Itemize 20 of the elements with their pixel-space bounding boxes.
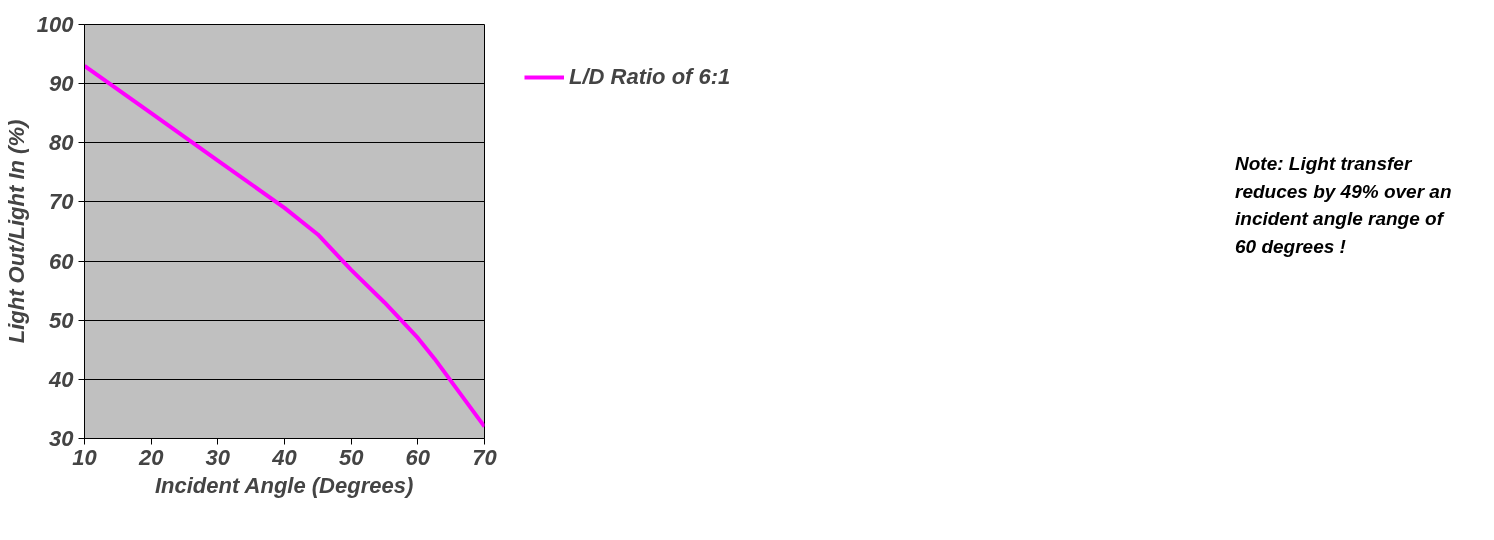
- x-tick-label: 50: [338, 444, 365, 470]
- x-axis-title: Incident Angle (Degrees): [154, 472, 414, 498]
- y-tick-label: 100: [36, 12, 75, 37]
- x-tick-label: 40: [271, 444, 298, 470]
- line-series: [84, 63, 485, 429]
- x-tick-label: 10: [72, 444, 98, 470]
- x-tick-label: 70: [472, 444, 498, 470]
- x-tick-label: 60: [405, 444, 431, 470]
- y-tick-label: 40: [48, 366, 75, 392]
- legend-label: L/D Ratio of 6:1: [569, 64, 731, 90]
- x-tick-label: 20: [137, 444, 165, 470]
- y-tick-label: 70: [49, 189, 75, 215]
- y-axis-title: Light Out/Light In (%): [3, 119, 29, 344]
- text: Note: Light transfer reduces by 49% over an incident angle range of 60 degrees !: [1235, 152, 1453, 259]
- y-tick-label: 60: [49, 248, 75, 274]
- y-tick-label: 50: [49, 307, 75, 333]
- x-tick-label: 30: [205, 444, 231, 470]
- y-tick-label: 80: [49, 130, 75, 156]
- y-tick-label: 30: [49, 426, 75, 451]
- y-tick-label: 90: [49, 71, 75, 97]
